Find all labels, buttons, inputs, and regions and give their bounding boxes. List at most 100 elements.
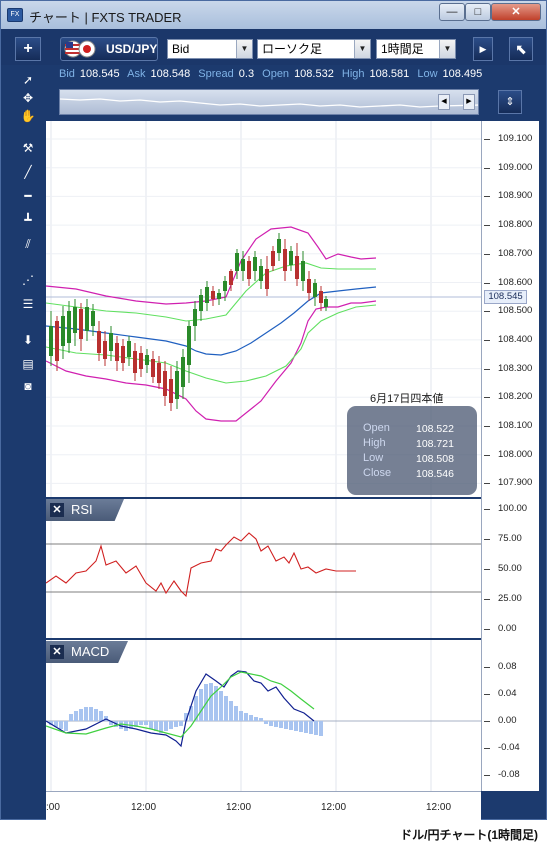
navigator-strip[interactable]: ◀ ▶	[59, 89, 479, 115]
pointer-tool[interactable]: ➚	[17, 69, 39, 91]
symbol-button[interactable]: USD/JPY	[60, 37, 158, 61]
candle-body	[289, 251, 293, 265]
crosshair-tool[interactable]: ✥	[17, 87, 39, 109]
cursor-icon: ➚	[22, 73, 34, 87]
candle-body	[169, 379, 173, 403]
tooltip-high-label: High	[363, 437, 386, 449]
macd-histogram-bar	[59, 721, 63, 729]
candle-body	[277, 239, 281, 253]
trendline-tool[interactable]: ╱	[17, 161, 39, 183]
macd-histogram-bar	[124, 721, 128, 731]
price-tick-label: 108.600	[483, 276, 533, 288]
rsi-tick-label: 50.00	[484, 563, 522, 574]
macd-histogram-bar	[119, 721, 123, 729]
time-tick-label: 12:00	[426, 802, 452, 813]
candle-body	[163, 371, 167, 396]
maximize-button[interactable]: □	[465, 3, 491, 21]
price-type-select[interactable]: Bid ▼	[167, 39, 253, 59]
candle-body	[259, 266, 263, 281]
undock-button[interactable]: ⬉	[509, 37, 533, 61]
macd-histogram-bar	[79, 709, 83, 721]
fan-icon: ⋰	[22, 273, 34, 287]
candle-body	[229, 271, 233, 285]
fibonacci-tool[interactable]: ☰	[17, 293, 39, 315]
price-tick-label: 108.700	[483, 247, 533, 259]
candle-body	[265, 269, 269, 289]
rsi-tick-label: 0.00	[484, 623, 517, 634]
macd-histogram-bar	[244, 713, 248, 721]
price-tick-label: 108.300	[483, 362, 533, 374]
spread-value: 0.3	[238, 68, 255, 80]
macd-histogram-bar	[174, 721, 178, 727]
candle-body	[301, 261, 305, 281]
add-chart-button[interactable]: +	[15, 37, 41, 61]
macd-histogram-bar	[274, 721, 278, 727]
macd-histogram-bar	[134, 721, 138, 727]
candle-body	[157, 363, 161, 383]
time-axis: :00 12:00 12:00 12:00 12:00	[46, 791, 481, 821]
price-tick-label: 108.500	[483, 305, 533, 317]
data-list-tool[interactable]: ▤	[17, 353, 39, 375]
macd-histogram-bar	[184, 713, 188, 721]
close-button[interactable]: ✕	[491, 3, 541, 21]
vertical-line-tool[interactable]: ┻	[17, 209, 39, 231]
macd-histogram-bar	[199, 689, 203, 721]
macd-histogram-bar	[304, 721, 308, 733]
macd-pane-header: ✕ MACD	[46, 641, 128, 663]
chart-type-select[interactable]: ローソク足 ▼	[257, 39, 371, 59]
close-icon[interactable]: ✕	[50, 645, 64, 659]
auto-scale-button[interactable]: ⇕	[498, 90, 522, 114]
timeframe-select[interactable]: 1時間足 ▼	[376, 39, 456, 59]
candle-body	[97, 331, 101, 353]
navigator-left-button[interactable]: ◀	[438, 94, 450, 110]
candle-body	[181, 357, 185, 387]
macd-tick-label: 0.04	[484, 688, 517, 699]
app-icon: FX	[7, 8, 23, 22]
rsi-tick-label: 25.00	[484, 593, 522, 604]
channel-tool[interactable]: ⫽	[17, 233, 39, 255]
candle-body	[127, 341, 131, 357]
candle-body	[73, 307, 77, 333]
fan-tool[interactable]: ⋰	[17, 269, 39, 291]
chevron-down-icon: ▼	[236, 40, 252, 58]
macd-histogram-bar	[234, 706, 238, 721]
symbol-label: USD/JPY	[106, 42, 158, 56]
download-tool[interactable]: ⬇	[17, 329, 39, 351]
minimize-button[interactable]: —	[439, 3, 465, 21]
macd-histogram-bar	[289, 721, 293, 730]
screenshot-tool[interactable]: ◙	[17, 375, 39, 397]
close-icon[interactable]: ✕	[50, 503, 64, 517]
navigator-overview-line	[60, 98, 478, 108]
macd-tick-label: 0.00	[484, 715, 517, 726]
diagonal-line-icon: ╱	[24, 165, 32, 179]
chart-toolbar: + USD/JPY Bid ▼ ローソク足 ▼ 1時間足 ▼ ▶	[1, 29, 546, 65]
navigator-right-button[interactable]: ▶	[463, 94, 475, 110]
candle-body	[109, 333, 113, 351]
tooltip-low-label: Low	[363, 452, 384, 464]
horizontal-line-tool[interactable]: ━	[17, 185, 39, 207]
hand-tool[interactable]: ✋	[17, 105, 39, 127]
candle-body	[241, 259, 245, 271]
price-tick-label: 108.200	[483, 391, 533, 403]
price-tick-label: 108.400	[483, 333, 533, 345]
macd-histogram-bar	[89, 707, 93, 721]
macd-signal-line	[45, 671, 315, 738]
macd-histogram-bar	[189, 706, 193, 721]
ask-label: Ask	[127, 68, 146, 80]
list-icon: ▤	[22, 357, 34, 371]
low-label: Low	[417, 68, 438, 80]
macd-histogram-bar	[314, 721, 318, 735]
bollinger-upper-band	[45, 226, 377, 305]
toolbar-scroll-right-button[interactable]: ▶	[473, 37, 493, 61]
price-type-value: Bid	[172, 42, 190, 56]
macd-histogram-bar	[169, 721, 173, 729]
price-tick-label: 108.900	[483, 190, 533, 202]
hand-icon: ✋	[20, 109, 36, 123]
chevron-down-icon: ▼	[354, 40, 370, 58]
title-bar: FX チャート | FXTS TRADER — □ ✕	[1, 1, 546, 29]
bollinger-inner-upper	[45, 262, 376, 322]
candle-body	[187, 326, 191, 365]
macd-histogram-bar	[279, 721, 283, 728]
candle-body	[211, 291, 215, 299]
delete-drawing-tool[interactable]: ⚒	[17, 137, 39, 159]
